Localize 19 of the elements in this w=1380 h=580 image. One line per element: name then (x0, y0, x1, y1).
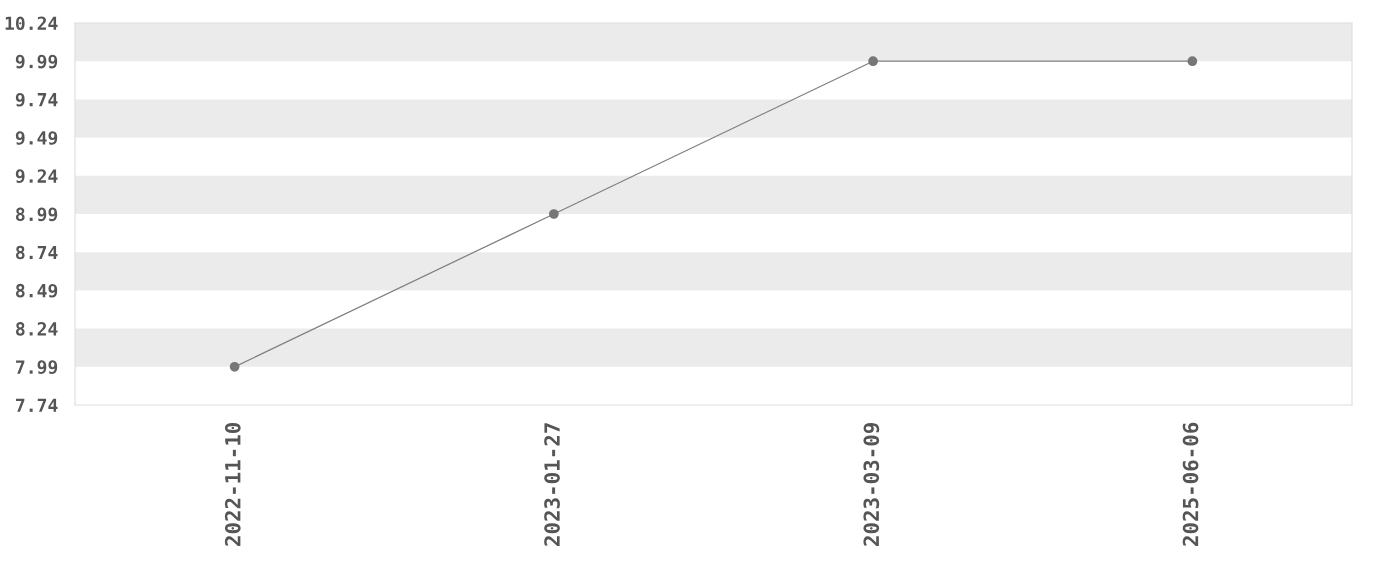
y-tick-label: 8.99 (15, 207, 58, 222)
point (229, 361, 240, 372)
y-tick-label: 9.74 (15, 92, 58, 107)
y-tick-label: 9.24 (15, 169, 58, 183)
y-tick-label: 7.74 (16, 398, 58, 412)
x-tick-label: 2022-11-10 (224, 422, 241, 546)
x-tick-label: 2025-06-06 (1182, 422, 1199, 546)
y-tick-label: 9.99 (15, 54, 58, 69)
x-tick-label: 2023-01-27 (544, 423, 560, 546)
y-tick-label: 8.49 (15, 283, 58, 298)
y-tick-label: 9.49 (15, 131, 58, 145)
point (868, 56, 878, 67)
point (1187, 56, 1198, 67)
y-tick-label: 7.99 (16, 360, 58, 374)
x-tick-label: 2023-03-09 (863, 422, 880, 546)
y-tick-label: 8.74 (15, 245, 58, 260)
point (549, 209, 559, 219)
y-tick-label: 10.24 (5, 16, 58, 31)
y-tick-label: 8.24 (15, 322, 58, 336)
